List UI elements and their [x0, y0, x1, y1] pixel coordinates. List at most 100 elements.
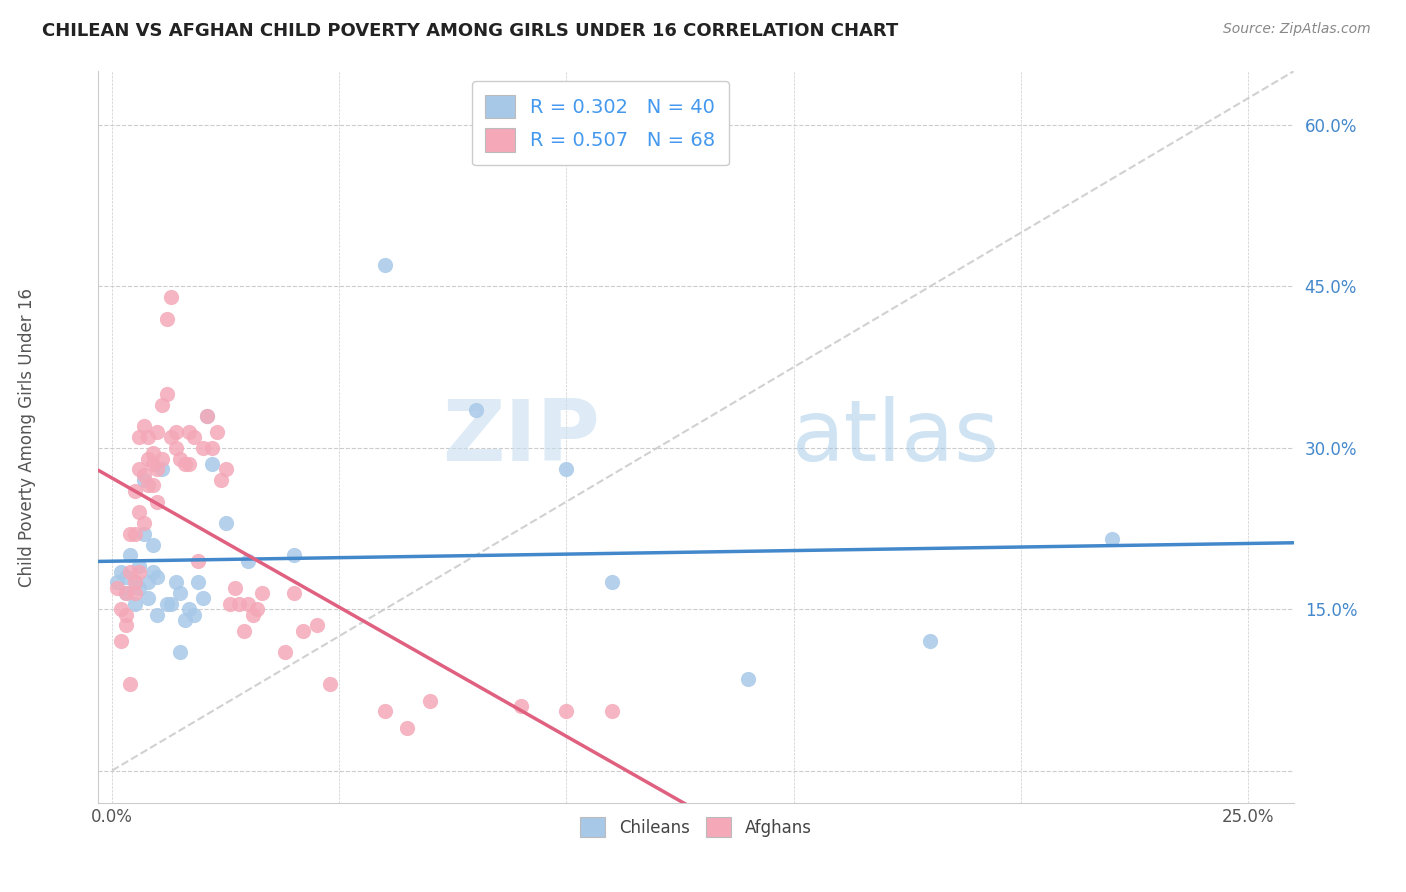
Point	[142, 457, 165, 471]
Point	[150, 462, 173, 476]
Point	[142, 478, 165, 492]
Point	[209, 473, 232, 487]
Point	[132, 473, 155, 487]
Point	[600, 575, 623, 590]
Y-axis label: Child Poverty Among Girls Under 16: Child Poverty Among Girls Under 16	[18, 287, 37, 587]
Point	[283, 586, 305, 600]
Point	[120, 677, 142, 691]
Point	[128, 505, 150, 519]
Point	[510, 698, 533, 713]
Point	[201, 457, 224, 471]
Point	[138, 478, 160, 492]
Point	[146, 494, 169, 508]
Point	[138, 591, 160, 606]
Point	[1101, 533, 1123, 547]
Point	[124, 575, 146, 590]
Point	[464, 403, 486, 417]
Point	[138, 575, 160, 590]
Point	[110, 602, 132, 616]
Point	[197, 409, 219, 423]
Point	[165, 575, 187, 590]
Point	[187, 575, 209, 590]
Point	[146, 425, 169, 439]
Point	[142, 538, 165, 552]
Text: CHILEAN VS AFGHAN CHILD POVERTY AMONG GIRLS UNDER 16 CORRELATION CHART: CHILEAN VS AFGHAN CHILD POVERTY AMONG GI…	[42, 22, 898, 40]
Point	[374, 258, 396, 272]
Point	[183, 430, 205, 444]
Point	[419, 693, 441, 707]
Point	[124, 527, 146, 541]
Point	[238, 597, 260, 611]
Point	[165, 441, 187, 455]
Point	[291, 624, 314, 638]
Point	[114, 607, 136, 622]
Text: atlas: atlas	[792, 395, 1000, 479]
Point	[183, 607, 205, 622]
Point	[179, 425, 201, 439]
Point	[155, 597, 177, 611]
Point	[555, 462, 578, 476]
Point	[150, 398, 173, 412]
Point	[120, 549, 142, 563]
Point	[160, 290, 183, 304]
Text: ZIP: ZIP	[443, 395, 600, 479]
Point	[214, 462, 236, 476]
Point	[114, 570, 136, 584]
Point	[138, 430, 160, 444]
Point	[737, 672, 759, 686]
Point	[169, 451, 191, 466]
Point	[274, 645, 297, 659]
Point	[124, 586, 146, 600]
Point	[319, 677, 342, 691]
Point	[246, 602, 269, 616]
Point	[128, 559, 150, 574]
Point	[283, 549, 305, 563]
Point	[124, 575, 146, 590]
Point	[124, 483, 146, 498]
Point	[138, 451, 160, 466]
Point	[146, 462, 169, 476]
Point	[114, 586, 136, 600]
Point	[110, 634, 132, 648]
Point	[146, 607, 169, 622]
Point	[197, 409, 219, 423]
Point	[555, 705, 578, 719]
Point	[128, 565, 150, 579]
Point	[105, 575, 128, 590]
Point	[169, 645, 191, 659]
Point	[165, 425, 187, 439]
Point	[150, 451, 173, 466]
Point	[160, 430, 183, 444]
Point	[191, 591, 214, 606]
Point	[173, 613, 195, 627]
Point	[132, 467, 155, 482]
Point	[110, 565, 132, 579]
Point	[214, 516, 236, 530]
Point	[132, 527, 155, 541]
Point	[374, 705, 396, 719]
Point	[120, 565, 142, 579]
Point	[201, 441, 224, 455]
Point	[160, 597, 183, 611]
Point	[114, 586, 136, 600]
Point	[114, 618, 136, 632]
Legend: Chileans, Afghans: Chileans, Afghans	[572, 809, 820, 846]
Point	[128, 430, 150, 444]
Point	[187, 554, 209, 568]
Point	[600, 705, 623, 719]
Point	[132, 516, 155, 530]
Point	[155, 311, 177, 326]
Point	[132, 419, 155, 434]
Point	[219, 597, 242, 611]
Point	[124, 597, 146, 611]
Point	[250, 586, 273, 600]
Point	[169, 586, 191, 600]
Point	[179, 602, 201, 616]
Point	[238, 554, 260, 568]
Point	[142, 446, 165, 460]
Point	[242, 607, 264, 622]
Point	[232, 624, 254, 638]
Point	[155, 387, 177, 401]
Point	[228, 597, 250, 611]
Point	[191, 441, 214, 455]
